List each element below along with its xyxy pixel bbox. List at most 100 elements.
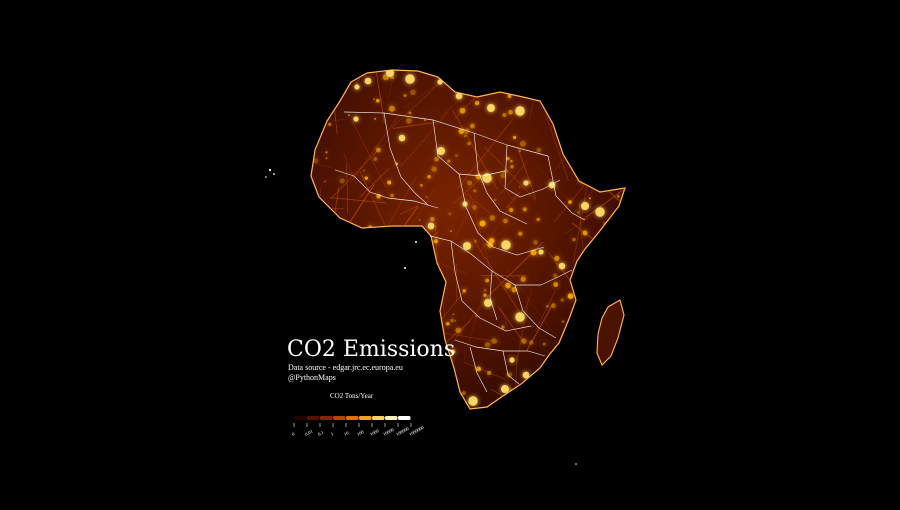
hotspot [473, 239, 477, 243]
major-hotspot [437, 147, 445, 155]
hotspot [447, 159, 451, 163]
legend-swatch [346, 416, 359, 420]
hotspot [542, 342, 546, 346]
hotspot [433, 239, 439, 244]
hotspot [418, 218, 421, 222]
hotspot [430, 217, 435, 222]
hotspot [510, 159, 513, 163]
legend-tick-label: 0 [291, 431, 296, 437]
hotspot [483, 288, 487, 292]
road-line [516, 297, 529, 363]
hotspot [375, 147, 381, 153]
hotspot [576, 210, 581, 215]
hotspot [347, 114, 350, 117]
hotspot [508, 109, 513, 115]
legend-swatch [398, 416, 411, 420]
hotspot [328, 122, 332, 126]
major-hotspot [462, 201, 468, 207]
hotspot [454, 153, 459, 158]
hotspot [474, 100, 480, 106]
major-hotspot [538, 249, 544, 255]
hotspot [479, 220, 486, 227]
legend-swatch [359, 416, 372, 420]
major-hotspot [364, 77, 372, 85]
road-line [463, 361, 510, 382]
road-line [400, 111, 449, 167]
hotspot [553, 282, 559, 287]
hotspot [364, 176, 368, 180]
legend-tick-label: 0.01 [304, 428, 314, 437]
road-line [400, 205, 419, 215]
legend-tick-label: 1000 [369, 428, 380, 437]
legend-title: CO2 Tons/Year [330, 392, 374, 400]
hotspot [518, 149, 521, 153]
legend-swatch [385, 416, 398, 420]
road-line [359, 168, 390, 198]
hotspot [323, 180, 326, 183]
hotspot [552, 273, 558, 279]
hotspot [521, 338, 527, 344]
road-line [506, 268, 556, 337]
hotspot [467, 141, 471, 146]
major-hotspot [515, 106, 525, 116]
hotspot [572, 237, 576, 242]
hotspot [390, 75, 395, 80]
road-line [570, 186, 597, 218]
major-hotspot [522, 371, 530, 379]
road-line [332, 118, 347, 122]
hotspot [475, 315, 478, 318]
hotspot [427, 174, 431, 179]
hotspot [419, 183, 423, 187]
hotspot [467, 180, 473, 186]
road-line [517, 146, 536, 199]
hotspot [450, 349, 456, 355]
hotspot [410, 89, 416, 96]
legend-tick-label: 10 [343, 430, 350, 437]
road-line [535, 290, 556, 331]
road-line [465, 193, 490, 213]
major-hotspot [468, 396, 478, 406]
hotspot [424, 119, 426, 121]
hotspot [491, 338, 498, 344]
hotspot [408, 111, 412, 115]
hotspot [519, 140, 527, 147]
road-line [419, 140, 452, 149]
major-hotspot [581, 202, 589, 210]
legend-swatch [294, 416, 307, 420]
legend-swatch [307, 416, 320, 420]
major-hotspot [398, 134, 406, 142]
major-hotspot [487, 104, 495, 112]
hotspot [487, 370, 492, 375]
hotspot [339, 178, 345, 184]
hotspot [507, 94, 512, 99]
road-line [496, 217, 523, 236]
legend-tick-label: 10000 [382, 427, 395, 437]
road-line [544, 112, 569, 181]
hotspot [588, 197, 591, 200]
hotspot [325, 151, 328, 154]
hotspot [455, 327, 462, 334]
hotspot [387, 180, 392, 185]
hotspot [567, 294, 572, 299]
hotspot [506, 372, 513, 378]
legend-tick-label: 1 [330, 431, 335, 437]
hotspot [406, 117, 412, 124]
hotspot [483, 293, 487, 297]
hotspot [425, 195, 428, 199]
hotspot [560, 298, 564, 302]
major-hotspot [353, 116, 359, 122]
road-line [484, 146, 537, 201]
hotspot [518, 231, 523, 236]
hotspot [431, 166, 437, 172]
road-line [343, 152, 357, 185]
hotspot [388, 105, 395, 112]
hotspot [373, 98, 375, 100]
road-line [554, 179, 590, 222]
hotspot [522, 207, 527, 212]
road-line [500, 308, 508, 325]
road-line [472, 238, 519, 311]
hotspot [485, 278, 490, 283]
hotspot [509, 208, 514, 213]
